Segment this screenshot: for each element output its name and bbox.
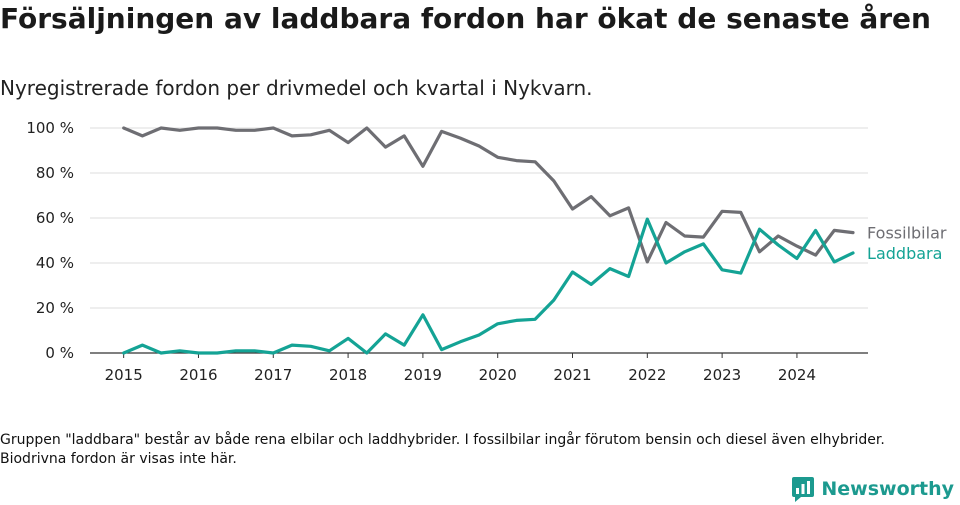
x-tick-label: 2017 bbox=[254, 366, 292, 384]
series-layer bbox=[122, 126, 855, 355]
brand-logo[interactable]: Newsworthy bbox=[791, 474, 954, 504]
x-tick-label: 2020 bbox=[479, 366, 517, 384]
y-tick-label: 20 % bbox=[36, 299, 74, 317]
series-line-laddbara bbox=[122, 217, 855, 355]
x-tick-label: 2023 bbox=[703, 366, 741, 384]
bar-chart-logo-icon bbox=[792, 477, 815, 502]
x-tick-label: 2021 bbox=[553, 366, 591, 384]
y-tick-label: 80 % bbox=[36, 164, 74, 182]
series-label-laddbara: Laddbara bbox=[867, 244, 942, 263]
brand-name: Newsworthy bbox=[821, 478, 954, 500]
series-label-fossilbilar: Fossilbilar bbox=[867, 224, 947, 243]
axis-layer: 0 % 20 % 40 % 60 % 80 % 100 % 2015 2016 2017 2018… bbox=[26, 119, 868, 384]
y-tick-label: 0 % bbox=[45, 344, 74, 362]
x-tick-label: 2022 bbox=[628, 366, 666, 384]
footnote: Gruppen "laddbara" består av både rena e… bbox=[0, 432, 885, 467]
series-line-fossilbilar bbox=[122, 126, 855, 264]
x-tick-label: 2015 bbox=[105, 366, 143, 384]
grid-layer bbox=[90, 127, 868, 309]
x-tick-label: 2024 bbox=[778, 366, 816, 384]
chart-title: Försäljningen av laddbara fordon har öka… bbox=[0, 2, 931, 35]
chart-subtitle: Nyregistrerade fordon per drivmedel och … bbox=[0, 76, 593, 100]
line-chart: 0 % 20 % 40 % 60 % 80 % 100 % 2015 2016 2017 2018… bbox=[26, 119, 947, 384]
y-tick-label: 100 % bbox=[26, 119, 74, 137]
x-tick-label: 2018 bbox=[329, 366, 367, 384]
x-tick-label: 2016 bbox=[179, 366, 217, 384]
y-tick-label: 60 % bbox=[36, 209, 74, 227]
x-tick-label: 2019 bbox=[404, 366, 442, 384]
y-tick-label: 40 % bbox=[36, 254, 74, 272]
